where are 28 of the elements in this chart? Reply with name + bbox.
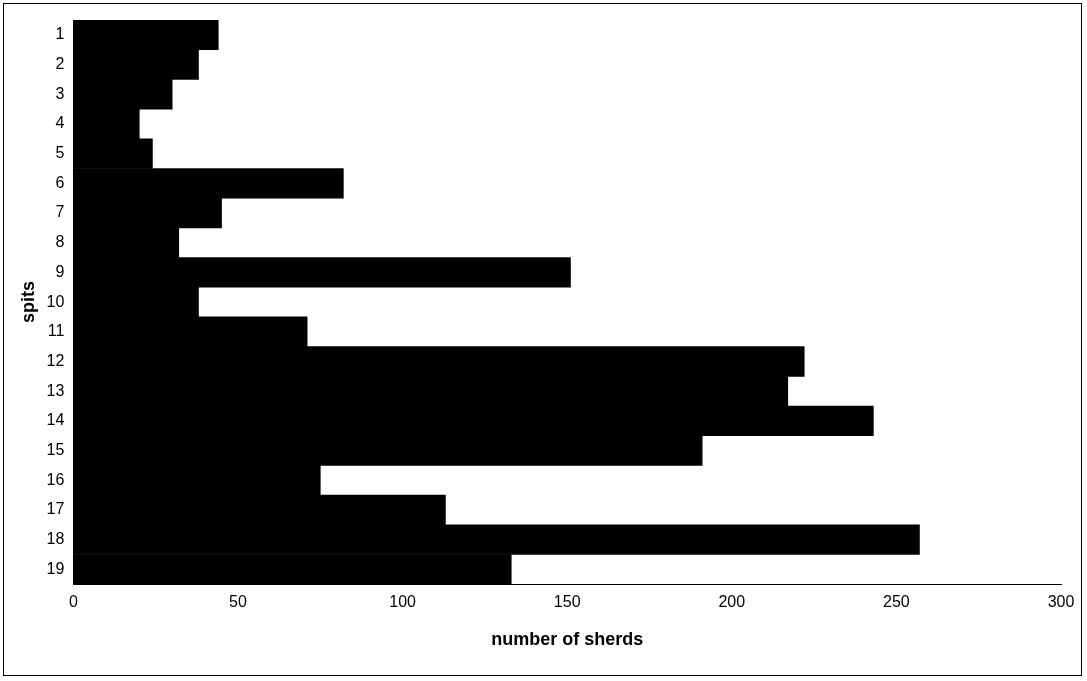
y-tick-label: 11 [47,322,65,340]
x-tick-label: 50 [229,593,247,611]
y-tick-label: 3 [55,84,65,102]
y-tick-label: 7 [55,203,65,221]
x-tick-label: 200 [718,593,746,611]
y-axis-title: spits [17,281,38,324]
y-tick-label: 12 [46,351,65,369]
y-tick-label: 9 [55,262,65,280]
y-tick-label: 5 [55,144,65,162]
y-tick-label: 4 [55,114,65,132]
y-tick-label: 17 [46,500,65,518]
y-tick-label: 6 [55,173,65,191]
y-tick-label: 14 [46,411,65,429]
x-axis-title: number of sherds [491,629,644,650]
x-tick-label: 250 [883,593,910,611]
y-tick-label: 1 [55,25,65,43]
y-tick-label: 2 [55,54,65,72]
y-tick-label: 10 [46,292,65,310]
y-tick-label: 15 [46,440,65,458]
y-tick-label: 16 [46,470,65,488]
y-tick-label: 18 [46,530,65,548]
y-tick-label: 8 [55,233,65,251]
y-tick-label: 13 [46,381,65,399]
x-tick-label: 100 [389,593,417,611]
x-tick-label: 300 [1047,593,1075,611]
x-tick-label: 150 [553,593,581,611]
x-tick-label: 0 [68,593,78,611]
y-tick-label: 19 [46,559,65,577]
